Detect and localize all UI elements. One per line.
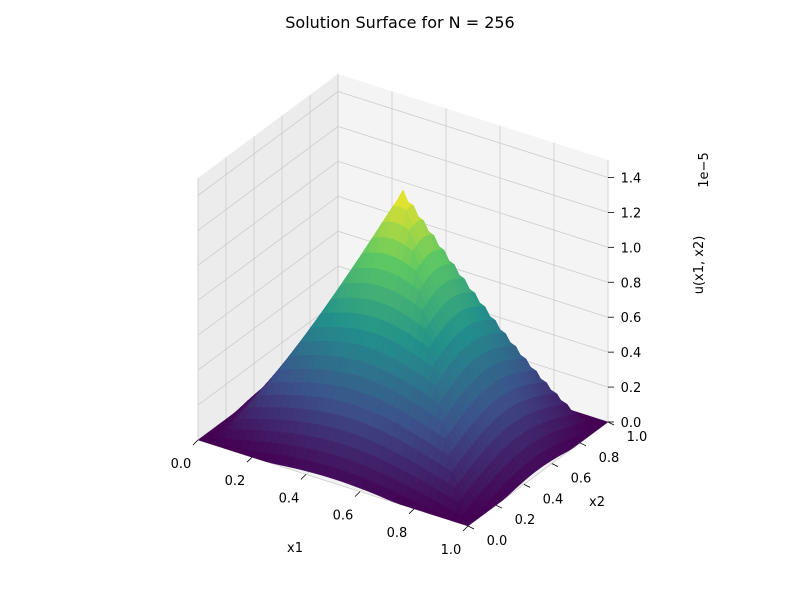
surface-mesh [197,189,609,527]
x-tick-mark [354,491,361,497]
z-axis-label: u(x1, x2) [692,236,707,295]
z-tick-label: 0.8 [621,276,642,291]
z-tick-label: 0.4 [621,346,642,361]
y-tick-label: 1.0 [627,430,648,445]
x-tick-mark [300,474,307,480]
x-tick-label: 1.0 [441,543,462,558]
z-tick-label: 0.2 [621,381,642,396]
x-axis-label: x1 [287,541,303,556]
axis-ticks: 0.00.20.40.60.81.00.00.20.40.60.81.00.00… [171,172,648,559]
y-tick-mark [495,504,503,509]
z-tick-label: 0.6 [621,311,642,326]
y-tick-label: 0.6 [571,472,592,487]
x-tick-label: 0.4 [279,491,300,506]
z-tick-label: 1.2 [621,206,642,221]
x-tick-label: 0.0 [171,457,192,472]
surface-patch [460,521,472,527]
y-tick-label: 0.8 [599,451,620,466]
x-tick-mark [408,508,415,515]
z-gridline [197,230,609,336]
y-tick-label: 0.0 [487,534,508,549]
x-tick-mark [462,525,469,532]
z-gridline [197,160,609,266]
y-tick-mark [579,442,587,447]
y-tick-mark [467,525,475,530]
z-gridline [197,195,609,301]
z-tick-label: 0.0 [621,416,642,431]
y-axis-label: x2 [589,495,605,510]
x-tick-label: 0.6 [333,509,354,524]
x-tick-label: 0.8 [387,526,408,541]
y-tick-mark [523,484,531,488]
x-tick-label: 0.2 [225,474,246,489]
x-tick-mark [246,456,253,463]
z-tick-label: 1.0 [621,241,642,256]
y-tick-mark [607,421,615,426]
x-tick-mark [192,439,199,446]
z-gridline [197,91,609,196]
y-tick-mark [551,463,559,467]
z-tick-label: 1.4 [621,172,642,187]
y-tick-label: 0.2 [515,513,536,528]
z-offset-label: 1e−5 [697,152,712,187]
y-tick-label: 0.4 [543,492,564,507]
chart-title: Solution Surface for N = 256 [285,13,514,32]
z-gridline [197,125,609,231]
z-gridline [197,265,609,371]
